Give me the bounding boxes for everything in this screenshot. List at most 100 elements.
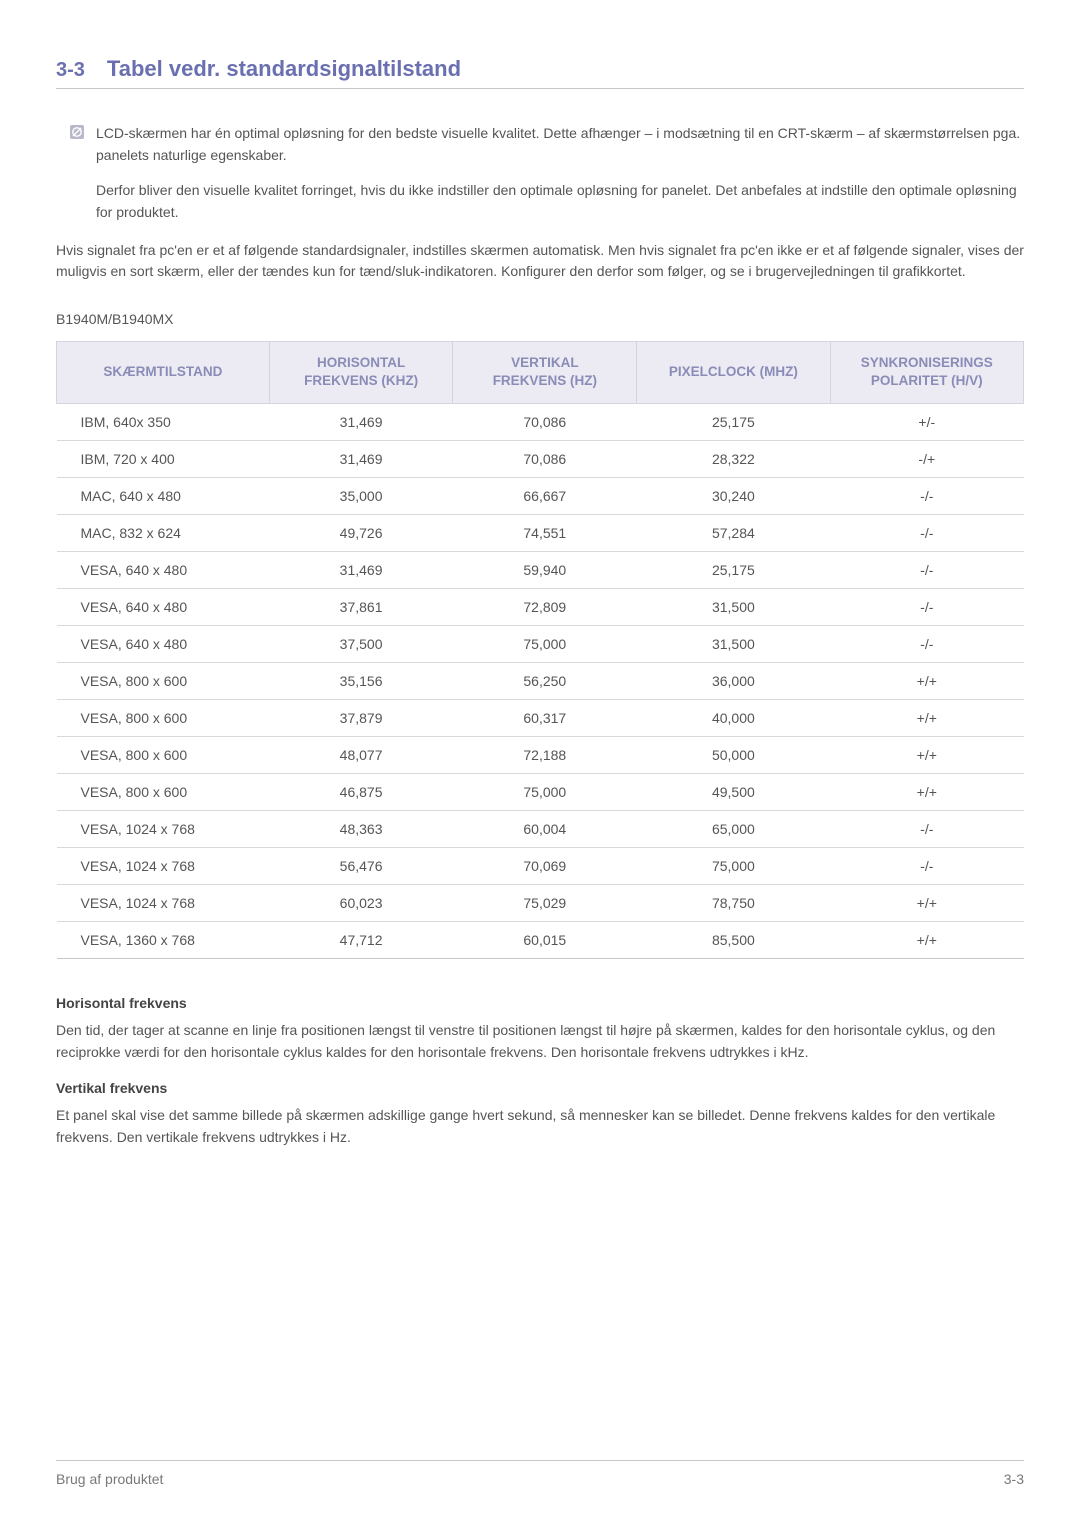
table-cell: 75,000 [453,625,637,662]
table-cell: 70,086 [453,440,637,477]
table-cell: VESA, 640 x 480 [57,551,270,588]
table-cell: 66,667 [453,477,637,514]
table-cell: +/+ [830,699,1023,736]
table-cell: -/- [830,588,1023,625]
table-cell: 25,175 [637,551,830,588]
table-cell: 37,861 [269,588,453,625]
info-icon [70,125,84,139]
table-row: VESA, 640 x 48037,50075,00031,500-/- [57,625,1024,662]
table-cell: VESA, 1024 x 768 [57,847,270,884]
table-cell: 31,500 [637,588,830,625]
table-cell: VESA, 800 x 600 [57,736,270,773]
table-cell: +/+ [830,921,1023,958]
table-cell: 47,712 [269,921,453,958]
table-cell: VESA, 800 x 600 [57,699,270,736]
note-body: LCD-skærmen har én optimal opløsning for… [96,123,1024,238]
note-block: LCD-skærmen har én optimal opløsning for… [70,123,1024,238]
table-cell: +/- [830,403,1023,440]
definitions: Horisontal frekvens Den tid, der tager a… [56,993,1024,1149]
table-header-cell: SKÆRMTILSTAND [57,342,270,403]
table-cell: IBM, 720 x 400 [57,440,270,477]
table-row: MAC, 832 x 62449,72674,55157,284-/- [57,514,1024,551]
table-cell: 46,875 [269,773,453,810]
table-cell: 72,188 [453,736,637,773]
table-cell: +/+ [830,884,1023,921]
table-cell: -/- [830,625,1023,662]
table-cell: +/+ [830,662,1023,699]
table-cell: VESA, 1024 x 768 [57,810,270,847]
table-cell: -/- [830,810,1023,847]
table-row: VESA, 640 x 48037,86172,80931,500-/- [57,588,1024,625]
table-cell: 74,551 [453,514,637,551]
page-footer: Brug af produktet 3-3 [56,1460,1024,1487]
table-cell: 25,175 [637,403,830,440]
table-row: VESA, 800 x 60048,07772,18850,000+/+ [57,736,1024,773]
table-cell: -/- [830,847,1023,884]
table-cell: IBM, 640x 350 [57,403,270,440]
table-row: IBM, 720 x 40031,46970,08628,322-/+ [57,440,1024,477]
table-row: VESA, 1024 x 76856,47670,06975,000-/- [57,847,1024,884]
table-cell: 57,284 [637,514,830,551]
table-cell: 56,250 [453,662,637,699]
page: 3-3 Tabel vedr. standardsignaltilstand L… [0,0,1080,1527]
definition-text-vertical: Et panel skal vise det samme billede på … [56,1105,1024,1148]
table-cell: 75,029 [453,884,637,921]
table-cell: 75,000 [637,847,830,884]
footer-right: 3-3 [1004,1471,1024,1487]
table-cell: 78,750 [637,884,830,921]
table-cell: 60,023 [269,884,453,921]
table-row: VESA, 640 x 48031,46959,94025,175-/- [57,551,1024,588]
table-cell: 56,476 [269,847,453,884]
table-cell: MAC, 832 x 624 [57,514,270,551]
section-heading: 3-3 Tabel vedr. standardsignaltilstand [56,56,1024,89]
table-cell: MAC, 640 x 480 [57,477,270,514]
table-cell: 49,500 [637,773,830,810]
table-cell: 75,000 [453,773,637,810]
table-cell: 50,000 [637,736,830,773]
table-cell: 72,809 [453,588,637,625]
table-cell: VESA, 800 x 600 [57,773,270,810]
table-cell: 65,000 [637,810,830,847]
table-cell: 40,000 [637,699,830,736]
table-cell: VESA, 640 x 480 [57,625,270,662]
signal-table: SKÆRMTILSTANDHORISONTALFREKVENS (KHZ)VER… [56,341,1024,958]
table-row: IBM, 640x 35031,46970,08625,175+/- [57,403,1024,440]
table-cell: 59,940 [453,551,637,588]
table-row: VESA, 1360 x 76847,71260,01585,500+/+ [57,921,1024,958]
definition-term-horizontal: Horisontal frekvens [56,993,1024,1015]
table-cell: VESA, 1360 x 768 [57,921,270,958]
table-cell: 31,469 [269,403,453,440]
table-cell: 36,000 [637,662,830,699]
note-paragraph-2: Derfor bliver den visuelle kvalitet forr… [96,180,1024,223]
table-cell: +/+ [830,736,1023,773]
table-header-cell: HORISONTALFREKVENS (KHZ) [269,342,453,403]
table-row: MAC, 640 x 48035,00066,66730,240-/- [57,477,1024,514]
table-cell: 37,879 [269,699,453,736]
table-row: VESA, 800 x 60037,87960,31740,000+/+ [57,699,1024,736]
table-cell: 28,322 [637,440,830,477]
footer-left: Brug af produktet [56,1471,163,1487]
intro-paragraph: Hvis signalet fra pc'en er et af følgend… [56,240,1024,283]
table-cell: 60,004 [453,810,637,847]
table-cell: VESA, 800 x 600 [57,662,270,699]
table-cell: 37,500 [269,625,453,662]
table-cell: 31,500 [637,625,830,662]
table-row: VESA, 800 x 60035,15656,25036,000+/+ [57,662,1024,699]
table-cell: 35,000 [269,477,453,514]
note-paragraph-1: LCD-skærmen har én optimal opløsning for… [96,123,1024,166]
table-cell: 60,015 [453,921,637,958]
table-cell: -/- [830,477,1023,514]
table-cell: 35,156 [269,662,453,699]
table-cell: 31,469 [269,551,453,588]
table-head: SKÆRMTILSTANDHORISONTALFREKVENS (KHZ)VER… [57,342,1024,403]
table-header-cell: PIXELCLOCK (MHZ) [637,342,830,403]
heading-title: Tabel vedr. standardsignaltilstand [107,56,461,82]
table-cell: 30,240 [637,477,830,514]
table-row: VESA, 800 x 60046,87575,00049,500+/+ [57,773,1024,810]
table-cell: 48,077 [269,736,453,773]
table-body: IBM, 640x 35031,46970,08625,175+/-IBM, 7… [57,403,1024,958]
table-cell: VESA, 640 x 480 [57,588,270,625]
table-cell: +/+ [830,773,1023,810]
table-cell: 70,069 [453,847,637,884]
table-header-cell: SYNKRONISERINGSPOLARITET (H/V) [830,342,1023,403]
